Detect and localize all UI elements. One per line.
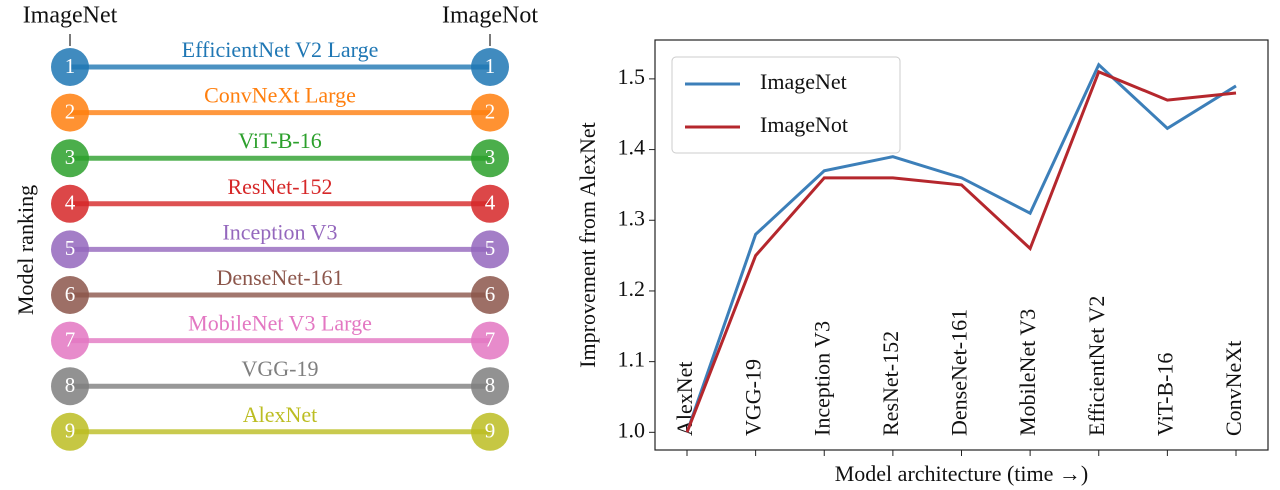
y-tick-label: 1.1 (618, 347, 646, 372)
legend-label: ImageNot (760, 112, 848, 137)
series-line (685, 62, 1237, 433)
y-tick-label: 1.2 (618, 276, 646, 301)
y-tick-label: 1.3 (618, 205, 646, 230)
x-tick-label: ViT-B-16 (1152, 353, 1177, 436)
rank-dot (51, 139, 89, 178)
rank-number: 3 (65, 145, 76, 169)
rank-number: 4 (65, 191, 76, 215)
rank-dot (51, 367, 89, 406)
rank-dot (51, 48, 89, 86)
model-label: Inception V3 (222, 219, 337, 244)
rank-number: 5 (485, 236, 496, 260)
rank-number: 9 (485, 419, 496, 443)
x-axis-label: Model architecture (time →) (835, 461, 1089, 486)
model-label: ConvNeXt Large (204, 83, 356, 108)
model-label: VGG-19 (242, 356, 319, 381)
rank-number: 1 (65, 54, 76, 78)
rank-dot (51, 230, 89, 269)
rank-dot (471, 93, 509, 132)
rank-dot (471, 139, 509, 178)
rank-dot (471, 321, 509, 360)
model-label: AlexNet (243, 402, 318, 427)
x-tick-label: VGG-19 (741, 359, 766, 436)
rank-dot (51, 184, 89, 223)
x-tick-label: Inception V3 (809, 321, 834, 436)
x-tick-label: ConvNeXt (1221, 341, 1246, 436)
model-label: DenseNet-161 (216, 265, 343, 290)
model-label: MobileNet V3 Large (188, 311, 372, 336)
legend-box (671, 56, 901, 154)
rank-dot (51, 321, 89, 360)
model-label: EfficientNet V2 Large (182, 37, 379, 62)
rank-number: 2 (65, 99, 76, 123)
rank-number: 8 (485, 373, 496, 397)
y-tick-label: 1.0 (618, 417, 646, 442)
y-tick-label: 1.4 (618, 135, 646, 160)
rank-dot (471, 48, 509, 86)
rank-dot (471, 412, 509, 451)
rank-number: 6 (485, 282, 496, 306)
rank-number: 8 (65, 373, 76, 397)
rank-dot (51, 276, 89, 314)
rank-dot (471, 230, 509, 269)
rank-number: 7 (485, 327, 496, 351)
rank-number: 5 (65, 236, 76, 260)
rank-dot (471, 184, 509, 223)
rank-dot (51, 93, 89, 132)
y-axis-label: Model ranking (13, 185, 38, 315)
x-tick-label: MobileNet V3 (1015, 309, 1040, 436)
y-tick-label: 1.5 (618, 64, 646, 89)
series-line (685, 69, 1237, 433)
x-tick-label: EfficientNet V2 (1084, 296, 1109, 436)
rank-number: 6 (65, 282, 76, 306)
rank-number: 3 (485, 145, 496, 169)
rank-number: 1 (485, 54, 496, 78)
rank-dot (471, 367, 509, 406)
rank-dot (471, 276, 509, 314)
model-label: ViT-B-16 (238, 128, 321, 153)
x-tick-label: AlexNet (672, 361, 697, 436)
legend-label: ImageNet (760, 69, 847, 94)
column-title: ImageNet (23, 3, 118, 29)
rank-number: 2 (485, 99, 496, 123)
rank-number: 7 (65, 327, 76, 351)
column-title: ImageNot (442, 3, 538, 29)
rank-number: 9 (65, 419, 76, 443)
y-axis-label: Improvement from AlexNet (575, 122, 600, 368)
rank-number: 4 (485, 191, 496, 215)
rank-dot (51, 412, 89, 451)
model-label: ResNet-152 (227, 174, 332, 199)
x-tick-label: DenseNet-161 (947, 309, 972, 436)
x-tick-label: ResNet-152 (878, 331, 903, 436)
